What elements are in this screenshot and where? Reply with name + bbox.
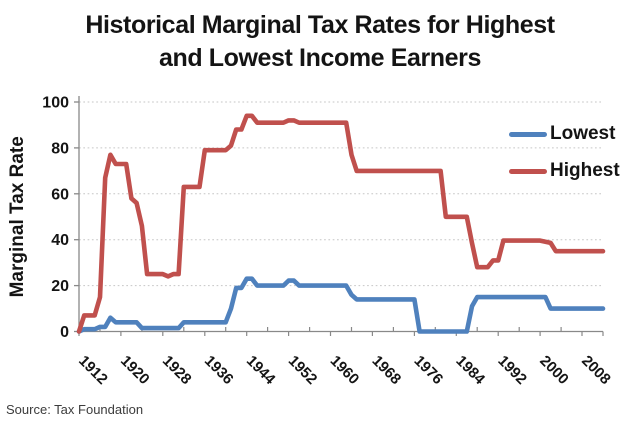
x-tick-label-1960: 1960 <box>327 352 363 388</box>
legend-item-lowest: Lowest <box>509 123 620 145</box>
series-line-highest <box>76 113 606 334</box>
y-tick-label-40: 40 <box>51 232 69 249</box>
y-tick-label-80: 80 <box>51 140 69 157</box>
x-tick-label-1936: 1936 <box>201 352 237 388</box>
y-tick-label-60: 60 <box>51 186 69 203</box>
legend-swatch-lowest <box>509 131 547 137</box>
x-tick-label-1912: 1912 <box>75 352 111 388</box>
series-line-lowest <box>76 276 606 334</box>
chart-title-line-2: and Lowest Income Earners <box>158 44 482 72</box>
x-tick-label-1920: 1920 <box>117 352 153 388</box>
legend-label-highest: Highest <box>550 160 620 181</box>
x-tick-label-2000: 2000 <box>536 352 572 388</box>
y-tick-label-100: 100 <box>42 95 69 112</box>
x-tick-label-1952: 1952 <box>285 352 321 388</box>
legend: Lowest Highest <box>509 123 620 182</box>
legend-label-lowest: Lowest <box>550 123 616 144</box>
chart-title-line-1: Historical Marginal Tax Rates for Highes… <box>85 11 555 39</box>
y-tick-label-0: 0 <box>60 324 69 341</box>
legend-item-highest: Highest <box>509 160 620 182</box>
x-tick-label-1976: 1976 <box>411 352 447 388</box>
y-tick-label-20: 20 <box>51 278 69 295</box>
y-axis-title: Marginal Tax Rate <box>7 136 28 297</box>
source-note: Source: Tax Foundation <box>6 402 144 417</box>
x-tick-label-1992: 1992 <box>494 352 530 388</box>
x-tick-label-1928: 1928 <box>159 352 195 388</box>
legend-swatch-highest <box>509 168 547 174</box>
x-tick-label-2008: 2008 <box>578 352 614 388</box>
x-tick-label-1984: 1984 <box>452 352 488 388</box>
x-tick-label-1944: 1944 <box>243 352 279 388</box>
x-tick-label-1968: 1968 <box>369 352 405 388</box>
chart-title: Historical Marginal Tax Rates for Highes… <box>0 9 640 75</box>
